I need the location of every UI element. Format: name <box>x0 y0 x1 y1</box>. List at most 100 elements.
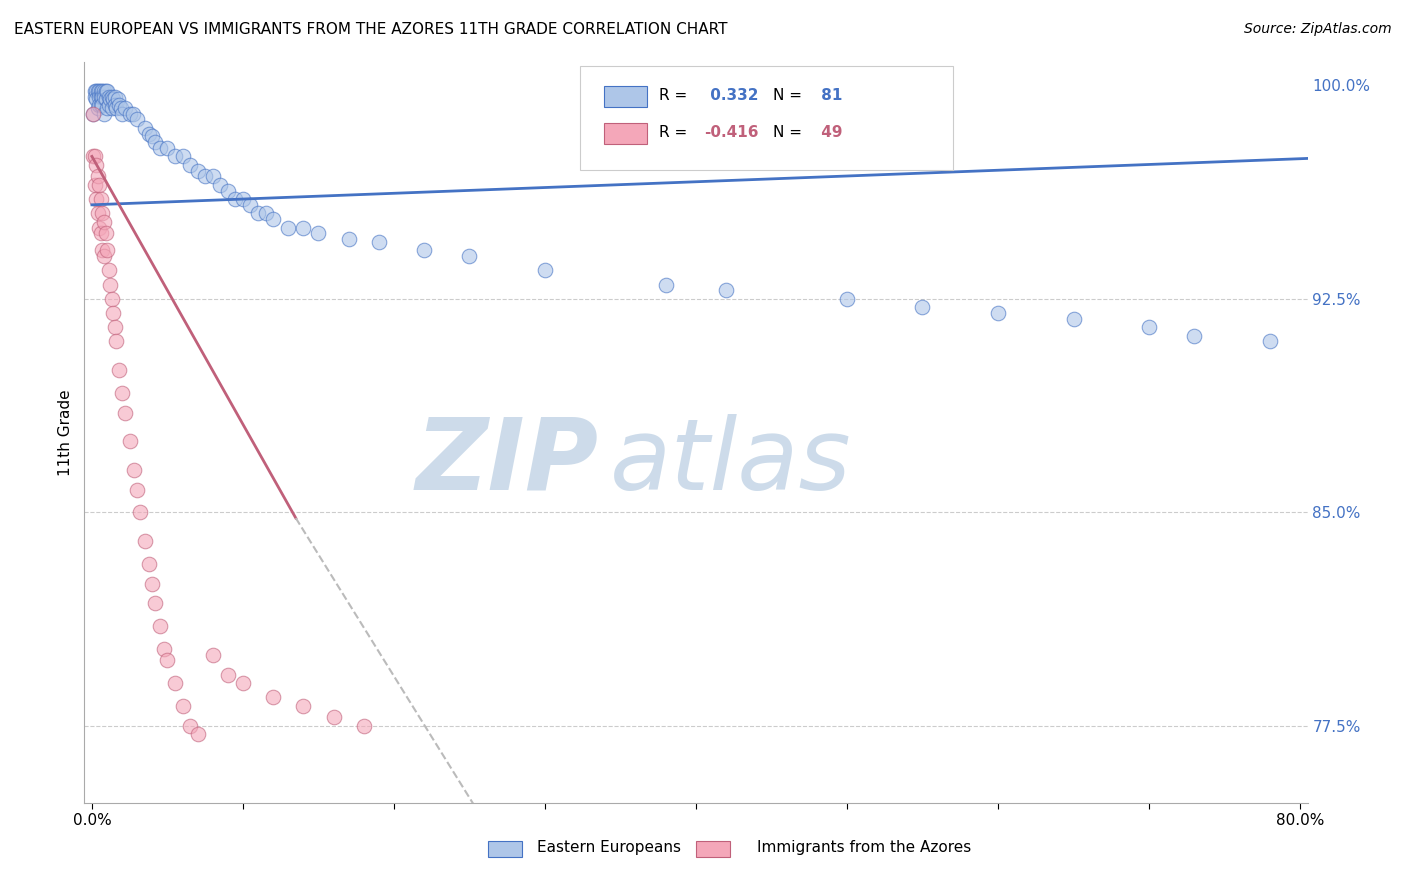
Point <box>143 597 166 611</box>
Point <box>111 385 134 400</box>
Text: -0.416: -0.416 <box>704 125 759 140</box>
Point <box>187 163 209 178</box>
Point <box>156 141 179 155</box>
Point <box>247 206 270 220</box>
Point <box>82 106 104 120</box>
Point <box>262 212 284 227</box>
Point <box>307 227 329 241</box>
FancyBboxPatch shape <box>605 123 647 144</box>
Point <box>292 698 315 713</box>
Point <box>835 292 858 306</box>
Point <box>91 206 114 220</box>
Point <box>209 178 232 192</box>
Text: 0.332: 0.332 <box>704 88 758 103</box>
Point <box>108 98 131 112</box>
Point <box>87 206 110 220</box>
Point <box>1334 349 1357 363</box>
Point <box>1319 340 1341 354</box>
Point <box>93 84 115 98</box>
Point <box>91 98 114 112</box>
Point <box>94 227 117 241</box>
Point <box>87 169 110 184</box>
Point <box>107 92 129 106</box>
FancyBboxPatch shape <box>696 840 730 857</box>
Point <box>337 232 360 246</box>
Point <box>129 505 152 519</box>
Point <box>96 244 118 258</box>
Point <box>714 283 737 297</box>
Point <box>127 483 149 497</box>
Point <box>1137 320 1160 334</box>
Point <box>100 292 122 306</box>
Point <box>163 149 186 163</box>
Point <box>110 101 132 115</box>
Point <box>122 462 145 476</box>
Point <box>239 198 262 212</box>
Point <box>89 220 111 235</box>
Point <box>103 89 125 103</box>
Text: R =: R = <box>659 125 692 140</box>
Point <box>138 127 160 141</box>
Point <box>118 106 141 120</box>
Point <box>103 98 125 112</box>
Point <box>121 106 143 120</box>
Text: Immigrants from the Azores: Immigrants from the Azores <box>758 839 972 855</box>
Point <box>91 244 114 258</box>
Point <box>149 141 172 155</box>
Point <box>91 84 114 98</box>
Point <box>93 249 115 263</box>
Point <box>134 533 156 548</box>
Point <box>172 698 194 713</box>
Point <box>277 220 299 235</box>
Point <box>911 301 934 315</box>
Point <box>89 98 111 112</box>
Text: 49: 49 <box>815 125 842 140</box>
Point <box>98 92 121 106</box>
Point <box>101 92 124 106</box>
Text: N =: N = <box>773 125 807 140</box>
Point <box>90 89 112 103</box>
Point <box>84 149 107 163</box>
Point <box>86 158 108 172</box>
Point <box>232 676 254 690</box>
Point <box>141 576 163 591</box>
Point <box>141 129 163 144</box>
Point <box>322 710 344 724</box>
Point <box>84 89 107 103</box>
Point <box>114 101 136 115</box>
Point <box>82 106 104 120</box>
Point <box>105 334 128 349</box>
Point <box>367 235 389 249</box>
Point <box>114 406 136 420</box>
Point <box>179 719 201 733</box>
Text: R =: R = <box>659 88 692 103</box>
Point <box>90 84 112 98</box>
FancyBboxPatch shape <box>605 87 647 107</box>
Point <box>232 192 254 206</box>
FancyBboxPatch shape <box>488 840 522 857</box>
Text: Eastern Europeans: Eastern Europeans <box>537 839 681 855</box>
Point <box>97 98 120 112</box>
Point <box>163 676 186 690</box>
Text: Source: ZipAtlas.com: Source: ZipAtlas.com <box>1244 22 1392 37</box>
Point <box>98 277 121 292</box>
Point <box>94 92 117 106</box>
Point <box>91 89 114 103</box>
Point <box>987 306 1010 320</box>
Point <box>143 135 166 149</box>
Point <box>84 84 107 98</box>
Point <box>97 89 120 103</box>
Point <box>1182 328 1205 343</box>
Point <box>201 169 224 184</box>
Point <box>100 101 122 115</box>
Text: atlas: atlas <box>610 414 852 511</box>
Point <box>93 89 115 103</box>
Text: EASTERN EUROPEAN VS IMMIGRANTS FROM THE AZORES 11TH GRADE CORRELATION CHART: EASTERN EUROPEAN VS IMMIGRANTS FROM THE … <box>14 22 727 37</box>
Point <box>89 84 111 98</box>
Point <box>89 89 111 103</box>
Point <box>87 101 110 115</box>
Point <box>153 642 176 657</box>
Point <box>458 249 481 263</box>
Point <box>1258 334 1281 349</box>
Point <box>96 101 118 115</box>
